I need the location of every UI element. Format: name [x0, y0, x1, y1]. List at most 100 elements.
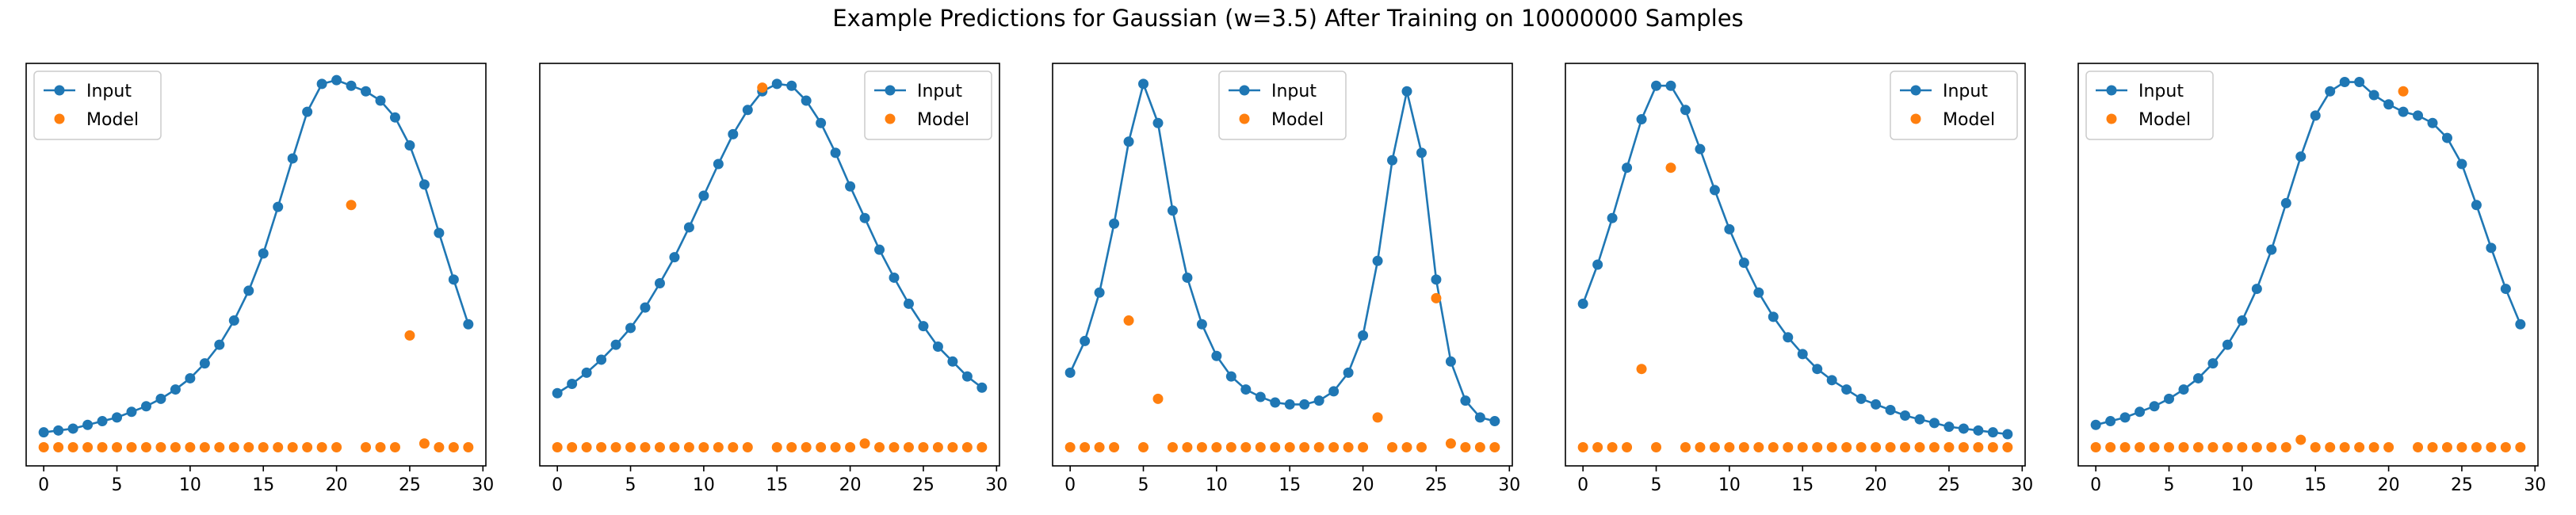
- input-point: [1987, 427, 1998, 438]
- input-point: [389, 112, 400, 123]
- x-tick-label: 25: [2451, 475, 2473, 495]
- input-point: [1225, 371, 1236, 382]
- model-point: [683, 441, 694, 452]
- model-point: [1138, 441, 1149, 452]
- legend-input-marker: [54, 85, 65, 96]
- model-point: [801, 441, 812, 452]
- model-point: [1196, 441, 1207, 452]
- input-point: [2515, 319, 2526, 330]
- model-point: [2310, 441, 2321, 452]
- x-tick-label: 5: [1651, 475, 1662, 495]
- legend: Input Model: [2085, 71, 2214, 140]
- x-tick-label: 15: [766, 475, 788, 495]
- legend-box: [1890, 71, 2018, 140]
- model-point: [1460, 441, 1471, 452]
- model-point: [1416, 441, 1427, 452]
- x-tick-label: 10: [2231, 475, 2253, 495]
- input-point: [140, 401, 151, 412]
- model-point: [2105, 441, 2116, 452]
- input-point: [977, 382, 988, 393]
- input-point: [713, 158, 724, 170]
- legend-input-marker: [2106, 85, 2117, 96]
- model-point: [552, 441, 563, 452]
- model-point: [1900, 441, 1911, 452]
- input-point: [97, 416, 108, 427]
- legend-model-label: Model: [917, 110, 969, 130]
- input-point: [1958, 423, 1969, 434]
- model-point: [2178, 441, 2189, 452]
- model-point: [1724, 441, 1735, 452]
- x-tick-label: 10: [179, 475, 201, 495]
- model-point: [698, 441, 709, 452]
- legend-box: [864, 71, 992, 140]
- model-point: [199, 441, 210, 452]
- input-point: [419, 179, 430, 190]
- legend: Input Model: [1890, 71, 2018, 140]
- legend-input-label: Input: [1943, 82, 1988, 101]
- input-point: [2398, 106, 2409, 117]
- legend-model-label: Model: [1943, 110, 1995, 130]
- model-point: [170, 441, 181, 452]
- model-point: [2280, 441, 2291, 452]
- input-point: [2295, 151, 2307, 162]
- model-point: [2207, 441, 2219, 452]
- x-tick-label: 15: [252, 475, 274, 495]
- model-point: [2325, 441, 2336, 452]
- model-point: [2486, 441, 2497, 452]
- input-point: [2192, 372, 2203, 383]
- input-point: [801, 95, 812, 106]
- model-point: [786, 441, 797, 452]
- x-tick-label: 20: [1352, 475, 1374, 495]
- input-point: [404, 139, 415, 151]
- model-point: [1358, 441, 1369, 452]
- model-point: [1372, 412, 1383, 423]
- legend-model-marker: [885, 113, 896, 124]
- input-point: [961, 371, 973, 382]
- x-tick-label: 0: [1064, 475, 1076, 495]
- input-point: [903, 298, 914, 309]
- model-point: [640, 441, 651, 452]
- model-point: [1622, 441, 1633, 452]
- model-point: [567, 441, 578, 452]
- input-point: [1797, 349, 1808, 360]
- model-point: [932, 441, 943, 452]
- legend-input-marker: [1910, 85, 1921, 96]
- input-point: [155, 393, 166, 404]
- input-point: [596, 354, 607, 365]
- model-point: [845, 441, 856, 452]
- x-tick-label: 30: [2524, 475, 2546, 495]
- model-point: [1987, 441, 1998, 452]
- input-point: [2090, 419, 2101, 430]
- input-point: [2266, 244, 2277, 255]
- model-point: [816, 441, 827, 452]
- input-point: [1313, 395, 1324, 406]
- model-point: [1240, 441, 1252, 452]
- model-point: [859, 438, 870, 449]
- model-point: [38, 441, 49, 452]
- input-point: [1255, 391, 1266, 402]
- legend-model-label: Model: [86, 110, 139, 130]
- model-point: [1695, 441, 1706, 452]
- x-tick-label: 25: [912, 475, 934, 495]
- model-point: [1109, 441, 1120, 452]
- input-point: [1064, 367, 1076, 378]
- model-point: [1636, 364, 1647, 375]
- input-point: [2383, 99, 2394, 110]
- x-tick-label: 0: [552, 475, 563, 495]
- model-point: [1592, 441, 1603, 452]
- model-point: [1401, 441, 1412, 452]
- model-point: [1709, 441, 1720, 452]
- input-point: [1885, 404, 1896, 415]
- input-point: [1592, 259, 1603, 270]
- model-point: [287, 441, 298, 452]
- model-point: [2266, 441, 2277, 452]
- input-point: [316, 78, 327, 90]
- input-point: [2280, 197, 2291, 208]
- model-point: [757, 82, 768, 93]
- model-point: [2383, 441, 2394, 452]
- model-point: [1928, 441, 1940, 452]
- model-point: [1152, 393, 1164, 404]
- model-point: [2427, 441, 2438, 452]
- model-point: [771, 441, 782, 452]
- model-point: [1826, 441, 1837, 452]
